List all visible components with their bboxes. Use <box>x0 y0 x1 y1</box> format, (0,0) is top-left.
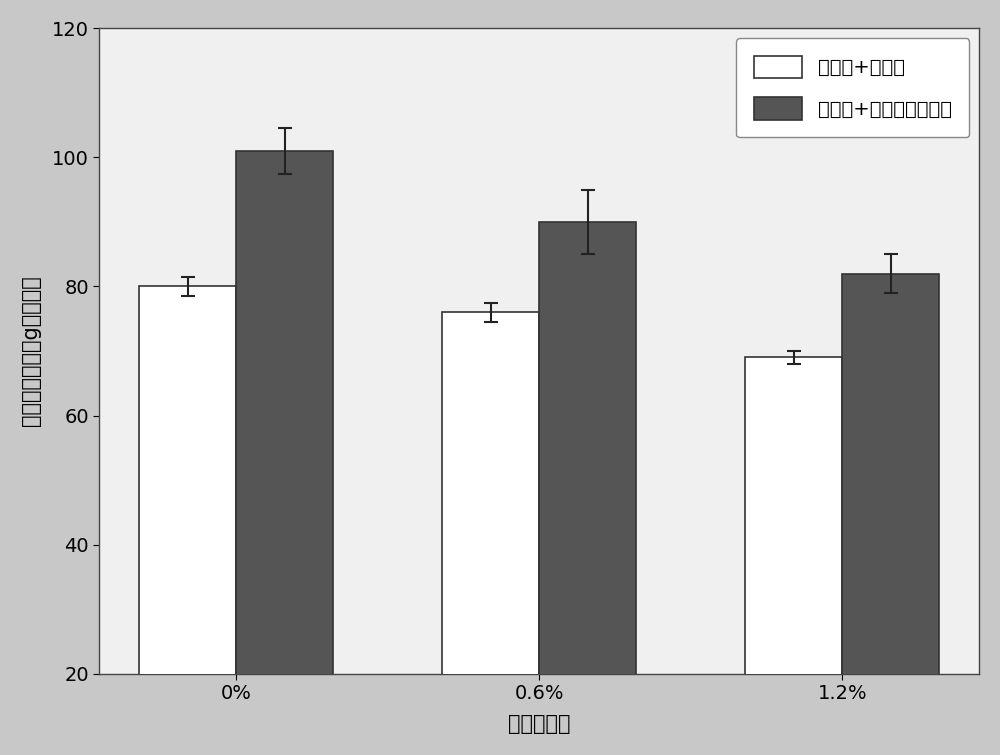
Bar <box>745 357 842 755</box>
Bar <box>842 273 939 755</box>
X-axis label: 基质含盐量: 基质含盐量 <box>508 714 571 734</box>
Legend: 盐碱土+锯木屑, 盐碱土+复合微生物菌肥: 盐碱土+锯木屑, 盐碱土+复合微生物菌肥 <box>736 38 969 137</box>
Bar <box>236 151 333 755</box>
Bar <box>539 222 636 755</box>
Y-axis label: 地下部生物量（g，干重）: 地下部生物量（g，干重） <box>21 276 41 427</box>
Bar <box>442 313 539 755</box>
Bar <box>139 286 236 755</box>
